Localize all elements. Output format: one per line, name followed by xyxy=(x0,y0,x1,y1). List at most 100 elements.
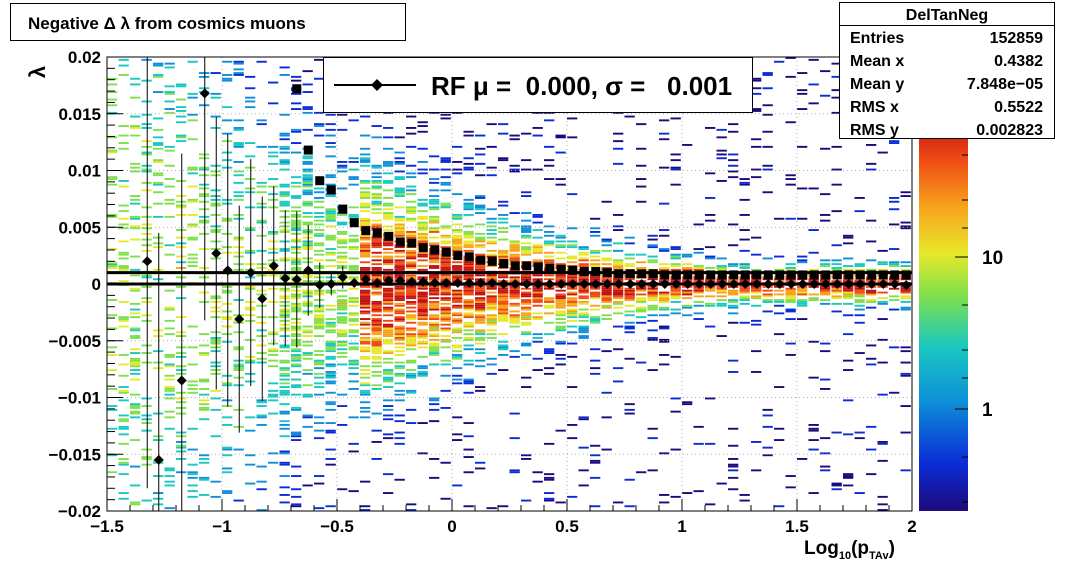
rms-marker xyxy=(660,270,670,280)
heat-cell xyxy=(302,111,313,114)
heat-cell xyxy=(199,478,210,481)
heat-cell xyxy=(889,197,900,199)
mean-marker xyxy=(142,256,153,267)
heat-cell xyxy=(141,456,152,458)
heat-cell xyxy=(590,276,601,279)
heat-cell xyxy=(314,232,325,235)
heat-cell xyxy=(532,221,543,224)
heat-cell xyxy=(118,354,129,356)
heat-cell xyxy=(337,164,348,167)
heat-cell xyxy=(141,414,152,417)
heat-cell xyxy=(429,293,440,296)
heat-cell xyxy=(797,255,808,258)
heat-cell xyxy=(762,130,773,133)
heat-cell xyxy=(371,172,382,175)
stats-value: 7.848e−05 xyxy=(966,76,1043,93)
heat-cell xyxy=(785,310,796,313)
heat-cell xyxy=(429,189,440,192)
heat-cell xyxy=(314,327,325,330)
heat-cell xyxy=(900,372,911,375)
heat-cell xyxy=(486,304,497,307)
heat-cell xyxy=(199,221,210,224)
heat-cell xyxy=(291,176,302,179)
mean-marker xyxy=(648,279,659,289)
heat-cell xyxy=(233,161,244,163)
heat-cell xyxy=(544,442,555,445)
heat-cell xyxy=(440,261,451,264)
heat-cell xyxy=(544,251,555,254)
heat-cell xyxy=(762,113,773,116)
heat-cell xyxy=(245,166,256,169)
heat-cell xyxy=(647,293,658,296)
heat-cell xyxy=(889,308,900,311)
heat-cell xyxy=(601,318,612,320)
heat-cell xyxy=(728,465,739,468)
heat-cell xyxy=(187,476,198,479)
heat-cell xyxy=(843,236,854,239)
heat-cell xyxy=(222,454,233,457)
heat-cell xyxy=(406,172,417,175)
heat-cell xyxy=(394,431,405,434)
heat-cell xyxy=(383,310,394,313)
heat-cell xyxy=(728,164,739,167)
heat-cell xyxy=(716,302,727,305)
heat-cell xyxy=(440,389,451,392)
heat-cell xyxy=(279,304,290,307)
heat-cell xyxy=(291,333,302,336)
heat-cell xyxy=(130,77,141,80)
heat-cell xyxy=(624,291,635,294)
heat-cell xyxy=(394,191,405,194)
heat-cell xyxy=(555,151,566,154)
heat-cell xyxy=(394,327,405,330)
heat-cell xyxy=(486,329,497,332)
heat-cell xyxy=(141,58,152,61)
heat-cell xyxy=(176,372,187,375)
rms-marker xyxy=(338,204,348,214)
heat-cell xyxy=(383,202,394,205)
heat-cell xyxy=(371,352,382,354)
heat-cell xyxy=(268,461,279,464)
heat-cell xyxy=(659,229,670,231)
heat-cell xyxy=(348,168,359,171)
heat-cell xyxy=(820,452,831,455)
heat-cell xyxy=(843,359,854,362)
heat-cell xyxy=(463,276,474,279)
heat-cell xyxy=(187,214,198,216)
heat-cell xyxy=(233,128,244,131)
heat-cell xyxy=(130,308,141,311)
heat-cell xyxy=(739,494,750,496)
heat-cell xyxy=(521,227,532,230)
heat-cell xyxy=(636,178,647,180)
heat-cell xyxy=(302,331,313,334)
heat-cell xyxy=(866,293,877,296)
heat-cell xyxy=(406,369,417,371)
heat-cell xyxy=(118,458,129,460)
heat-cell xyxy=(325,429,336,432)
heat-cell xyxy=(820,291,831,294)
heat-cell xyxy=(624,289,635,292)
heat-cell xyxy=(279,424,290,426)
heat-cell xyxy=(751,92,762,95)
heat-cell xyxy=(590,348,601,351)
heat-cell xyxy=(452,416,463,419)
rms-marker xyxy=(361,226,371,236)
rms-marker xyxy=(407,238,417,248)
heat-cell xyxy=(521,191,532,194)
heat-cell xyxy=(509,138,520,141)
heat-cell xyxy=(130,312,141,315)
heat-cell xyxy=(578,263,589,266)
heat-cell xyxy=(785,475,796,477)
heat-cell xyxy=(268,399,279,402)
heat-cell xyxy=(268,389,279,392)
heat-cell xyxy=(843,297,854,300)
heat-cell xyxy=(348,318,359,320)
heat-cell xyxy=(728,244,739,247)
heat-cell xyxy=(302,91,313,93)
heat-cell xyxy=(751,108,762,110)
heat-cell xyxy=(463,301,474,303)
heat-cell xyxy=(670,257,681,260)
heat-cell xyxy=(394,304,405,307)
heat-cell xyxy=(164,507,175,510)
heat-cell xyxy=(440,319,451,322)
heat-cell xyxy=(337,257,348,260)
